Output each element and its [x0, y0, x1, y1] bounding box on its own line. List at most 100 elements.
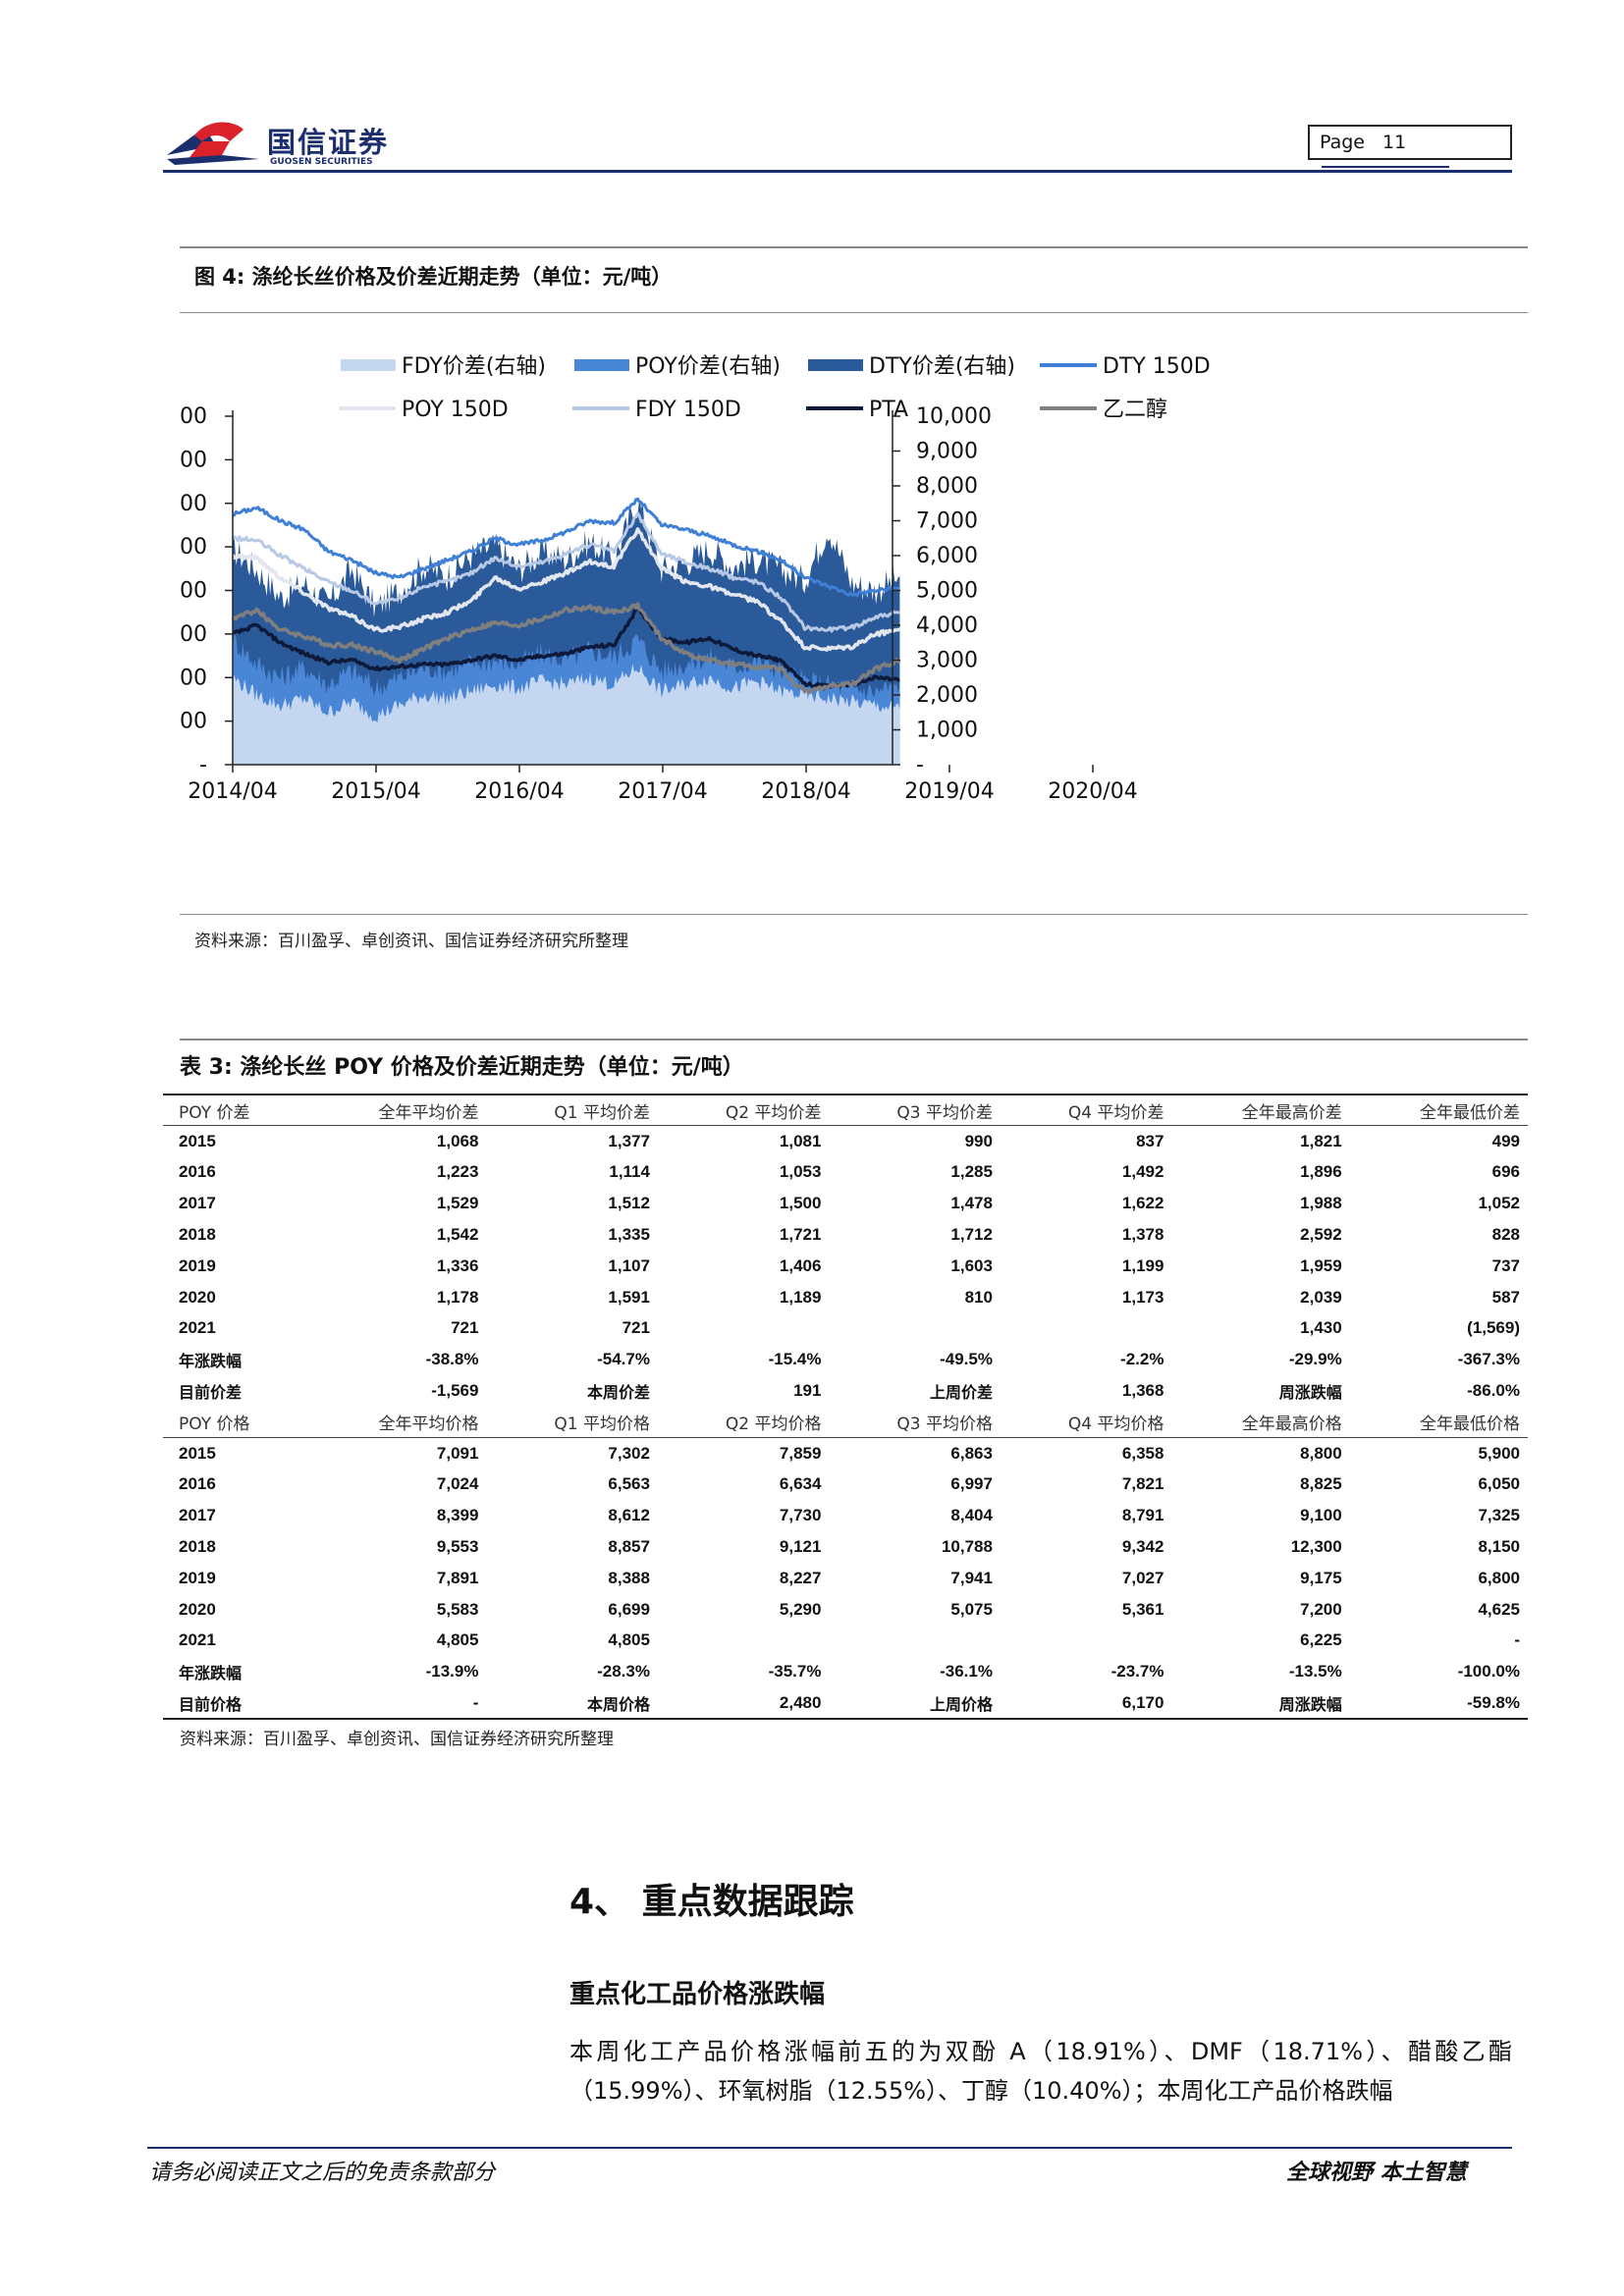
- table-cell: -23.7%: [1110, 1662, 1164, 1682]
- table-cell: 1,335: [608, 1225, 650, 1245]
- table-cell: 9,175: [1300, 1568, 1342, 1587]
- table-cell: 6,358: [1121, 1443, 1164, 1463]
- x-tick-label: 2019/04: [904, 779, 994, 804]
- table-header-row: POY 价差 全年平均价差 Q1 平均价差 Q2 平均价差 Q3 平均价差 Q4 平均价差…: [163, 1094, 1528, 1127]
- table-cell: 8,791: [1121, 1506, 1164, 1525]
- figure-bottom-rule: [180, 914, 1528, 915]
- table-cell: 2,592: [1300, 1225, 1342, 1245]
- row-label: 2018: [179, 1537, 216, 1557]
- table-cell: -29.9%: [1288, 1350, 1342, 1369]
- row-label: 2016: [179, 1474, 216, 1494]
- table-cell: 7,891: [436, 1568, 479, 1587]
- legend-label: FDY价差(右轴): [402, 354, 546, 379]
- table-cell: 4,625: [1478, 1599, 1520, 1619]
- line-series: [231, 602, 901, 695]
- table-row: 2020 5,583 6,699 5,290 5,075 5,361 7,200 4,625: [163, 1594, 1528, 1626]
- table-cell: Q4 平均价差: [1000, 1094, 1172, 1127]
- table-cell: 7,821: [1121, 1474, 1164, 1494]
- table-cell: -54.7%: [597, 1350, 650, 1369]
- table-cell: 721: [451, 1318, 479, 1338]
- table-row: 2021 4,805 4,805 6,225 -: [163, 1626, 1528, 1657]
- y-right-tick-label: 3,000: [916, 649, 978, 673]
- table-cell: [658, 1313, 830, 1345]
- table-cell: 1,622: [1121, 1194, 1164, 1213]
- y-right-tick-label: 2,000: [916, 683, 978, 708]
- table-cell: [658, 1626, 830, 1657]
- table-cell: [1001, 1313, 1172, 1345]
- table-cell: 7,027: [1121, 1568, 1164, 1587]
- y-left-tick-label: -: [199, 753, 207, 777]
- x-tick-label: 2017/04: [618, 779, 707, 804]
- table-cell: 810: [964, 1287, 993, 1307]
- table-cell: 1,959: [1300, 1255, 1342, 1275]
- table-cell: 1,988: [1300, 1194, 1342, 1213]
- section-title: 4、 重点数据跟踪: [569, 1882, 854, 1922]
- row-label: 2017: [179, 1194, 216, 1213]
- table-row: 2019 1,336 1,107 1,406 1,603 1,199 1,959 737: [163, 1251, 1528, 1282]
- table-row: 2016 7,024 6,563 6,634 6,997 7,821 8,825 6,050: [163, 1469, 1528, 1501]
- table-cell: 6,050: [1478, 1474, 1520, 1494]
- table-cell: -35.7%: [768, 1662, 822, 1682]
- y-right-tick-label: -: [916, 753, 924, 777]
- row-label: 2020: [179, 1287, 216, 1307]
- table-cell: 828: [1491, 1225, 1520, 1245]
- table-cell: 10,788: [941, 1537, 993, 1557]
- table-cell: 587: [1491, 1287, 1520, 1307]
- table-cell: -15.4%: [768, 1350, 822, 1369]
- table-cell: 1,336: [436, 1255, 479, 1275]
- legend-label: DTY价差(右轴): [869, 354, 1015, 379]
- table-cell: Q3 平均价格: [829, 1406, 1001, 1439]
- table-cell: 5,290: [779, 1599, 822, 1619]
- chart-axes: 16,000 14,000 12,000 10,000 8,000 6,000 4,000 2…: [180, 404, 1138, 804]
- table-cell: 2,480: [657, 1687, 830, 1720]
- table-cell: -1,569: [431, 1381, 479, 1401]
- table-cell: 1,500: [779, 1194, 822, 1213]
- table-cell: -13.5%: [1288, 1662, 1342, 1682]
- table-row: 2021 721 721 1,430 (1,569): [163, 1313, 1528, 1345]
- table-cell: 7,859: [779, 1443, 822, 1463]
- row-label: 2020: [179, 1599, 216, 1619]
- table-cell: -13.9%: [425, 1662, 479, 1682]
- row-label: 2016: [179, 1162, 216, 1182]
- table-cell: Q3 平均价差: [829, 1094, 1001, 1127]
- figure-title-rule: [180, 312, 1528, 313]
- table-cell: Q2 平均价格: [657, 1406, 830, 1439]
- page-number-box: Page 11: [1308, 125, 1512, 160]
- y-right-tick-label: 10,000: [916, 404, 992, 429]
- table-cell: 8,825: [1300, 1474, 1342, 1494]
- y-right-tick-label: 4,000: [916, 614, 978, 638]
- x-tick-label: 2020/04: [1048, 779, 1137, 804]
- line-series: [231, 511, 900, 633]
- table-cell: 6,863: [950, 1443, 993, 1463]
- table-cell: 6,563: [608, 1474, 650, 1494]
- table-cell: 6,997: [950, 1474, 993, 1494]
- page-label: Page: [1320, 132, 1365, 153]
- table-cell: 8,388: [608, 1568, 650, 1587]
- x-tick-label: 2014/04: [188, 779, 277, 804]
- table-cell: 696: [1491, 1162, 1520, 1182]
- table-cell: 4,805: [608, 1630, 650, 1650]
- section-paragraph: 本周化工产品价格涨幅前五的为双酚 A（18.91%）、DMF（18.71%）、醋…: [569, 2038, 1512, 2105]
- line-series: [232, 497, 900, 598]
- legend-label: DTY 150D: [1103, 354, 1211, 379]
- table-cell: 8,857: [608, 1537, 650, 1557]
- y-left-tick-label: 2,000: [180, 710, 207, 734]
- table-cell: 5,361: [1121, 1599, 1164, 1619]
- table-cell: 1,368: [1121, 1381, 1164, 1401]
- table-cell: -86.0%: [1467, 1381, 1520, 1401]
- legend-swatch: [808, 359, 863, 371]
- table-cell: 6,225: [1300, 1630, 1342, 1650]
- table-cell: 12,300: [1290, 1537, 1342, 1557]
- y-left-tick-label: 8,000: [180, 579, 207, 604]
- table-cell: 8,150: [1478, 1537, 1520, 1557]
- table-cell: 本周价格: [486, 1687, 658, 1720]
- logo-mark-icon: [167, 122, 259, 165]
- row-label: 2015: [179, 1443, 216, 1463]
- table-cell: Q2 平均价差: [657, 1094, 830, 1127]
- x-tick-label: 2016/04: [474, 779, 564, 804]
- table-cell: -49.5%: [940, 1350, 993, 1369]
- figure-top-rule: [180, 246, 1528, 248]
- table-cell: 7,091: [436, 1443, 479, 1463]
- table-row: 2019 7,891 8,388 8,227 7,941 7,027 9,175 6,800: [163, 1563, 1528, 1594]
- y-left-tick-label: 16,000: [180, 404, 207, 429]
